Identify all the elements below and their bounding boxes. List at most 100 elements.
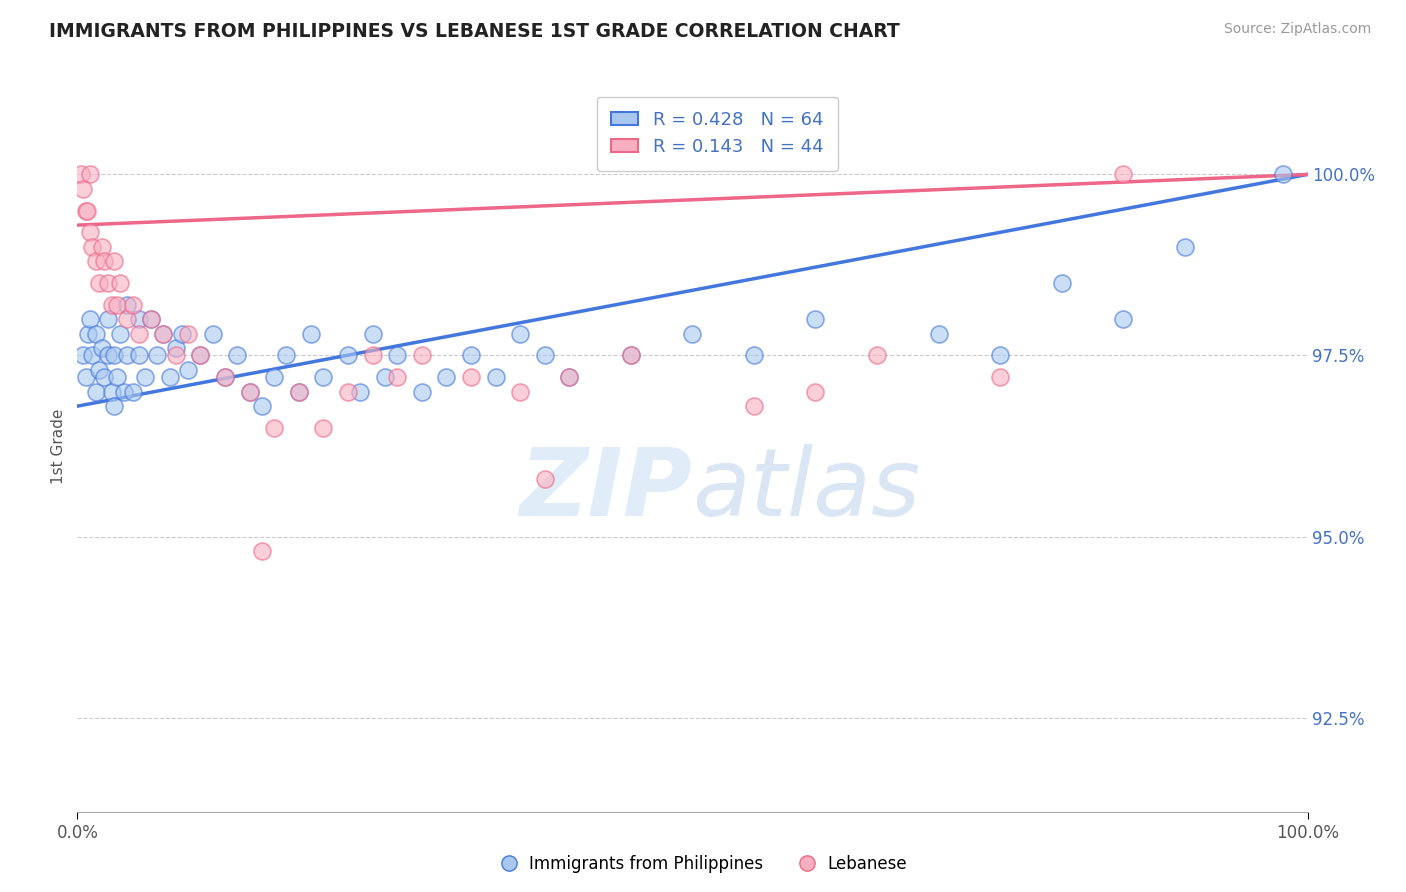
Point: [742, 399, 765, 413]
Point: [84, 254, 107, 268]
Point: [385, 349, 409, 363]
Point: [337, 384, 360, 399]
Point: [460, 370, 482, 384]
Point: [988, 349, 1011, 363]
Text: Source: ZipAtlas.com: Source: ZipAtlas.com: [1223, 22, 1371, 37]
Point: [288, 384, 311, 399]
Point: [146, 349, 169, 363]
Point: [70, 168, 93, 182]
Point: [201, 326, 224, 341]
Point: [152, 326, 174, 341]
Point: [128, 326, 150, 341]
Point: [226, 349, 249, 363]
Point: [263, 370, 285, 384]
Point: [121, 298, 143, 312]
Legend: Immigrants from Philippines, Lebanese: Immigrants from Philippines, Lebanese: [492, 848, 914, 880]
Point: [1174, 240, 1197, 254]
Point: [75, 203, 97, 218]
Point: [288, 384, 311, 399]
Point: [411, 384, 433, 399]
Point: [165, 341, 187, 355]
Point: [82, 349, 104, 363]
Point: [188, 349, 212, 363]
Point: [1050, 276, 1073, 290]
Point: [93, 370, 115, 384]
Point: [72, 182, 94, 196]
Point: [312, 370, 335, 384]
Point: [121, 384, 143, 399]
Point: [90, 240, 114, 254]
Point: [76, 203, 98, 218]
Y-axis label: 1st Grade: 1st Grade: [51, 409, 66, 483]
Point: [97, 312, 120, 326]
Point: [620, 349, 643, 363]
Point: [72, 349, 94, 363]
Point: [742, 349, 765, 363]
Point: [239, 384, 262, 399]
Point: [103, 399, 125, 413]
Point: [928, 326, 950, 341]
Point: [84, 326, 107, 341]
Point: [79, 312, 101, 326]
Point: [214, 370, 236, 384]
Point: [374, 370, 396, 384]
Point: [214, 370, 236, 384]
Point: [349, 384, 371, 399]
Point: [361, 349, 384, 363]
Point: [84, 384, 107, 399]
Point: [128, 349, 150, 363]
Point: [509, 326, 531, 341]
Point: [110, 276, 132, 290]
Point: [177, 363, 200, 377]
Point: [79, 168, 101, 182]
Point: [558, 370, 581, 384]
Point: [250, 399, 273, 413]
Point: [188, 349, 212, 363]
Point: [105, 370, 128, 384]
Point: [101, 384, 124, 399]
Text: atlas: atlas: [693, 444, 921, 535]
Point: [534, 349, 557, 363]
Point: [93, 254, 115, 268]
Point: [337, 349, 360, 363]
Point: [361, 326, 384, 341]
Text: IMMIGRANTS FROM PHILIPPINES VS LEBANESE 1ST GRADE CORRELATION CHART: IMMIGRANTS FROM PHILIPPINES VS LEBANESE …: [49, 22, 900, 41]
Point: [101, 298, 124, 312]
Point: [97, 349, 120, 363]
Point: [988, 370, 1011, 384]
Point: [112, 384, 135, 399]
Point: [276, 349, 298, 363]
Point: [620, 349, 643, 363]
Point: [1112, 168, 1135, 182]
Point: [534, 472, 557, 486]
Point: [312, 421, 335, 435]
Point: [128, 312, 150, 326]
Point: [97, 276, 120, 290]
Point: [115, 298, 138, 312]
Point: [134, 370, 156, 384]
Point: [89, 363, 111, 377]
Point: [1272, 168, 1295, 182]
Point: [177, 326, 200, 341]
Point: [263, 421, 285, 435]
Point: [250, 544, 273, 558]
Point: [75, 370, 97, 384]
Point: [141, 312, 163, 326]
Point: [110, 326, 132, 341]
Point: [77, 326, 100, 341]
Point: [115, 312, 138, 326]
Point: [804, 312, 827, 326]
Point: [411, 349, 433, 363]
Point: [105, 298, 128, 312]
Point: [159, 370, 181, 384]
Point: [239, 384, 262, 399]
Point: [165, 349, 187, 363]
Point: [152, 326, 174, 341]
Point: [866, 349, 889, 363]
Point: [103, 349, 125, 363]
Point: [170, 326, 193, 341]
Point: [89, 276, 111, 290]
Point: [558, 370, 581, 384]
Point: [299, 326, 322, 341]
Point: [79, 225, 101, 239]
